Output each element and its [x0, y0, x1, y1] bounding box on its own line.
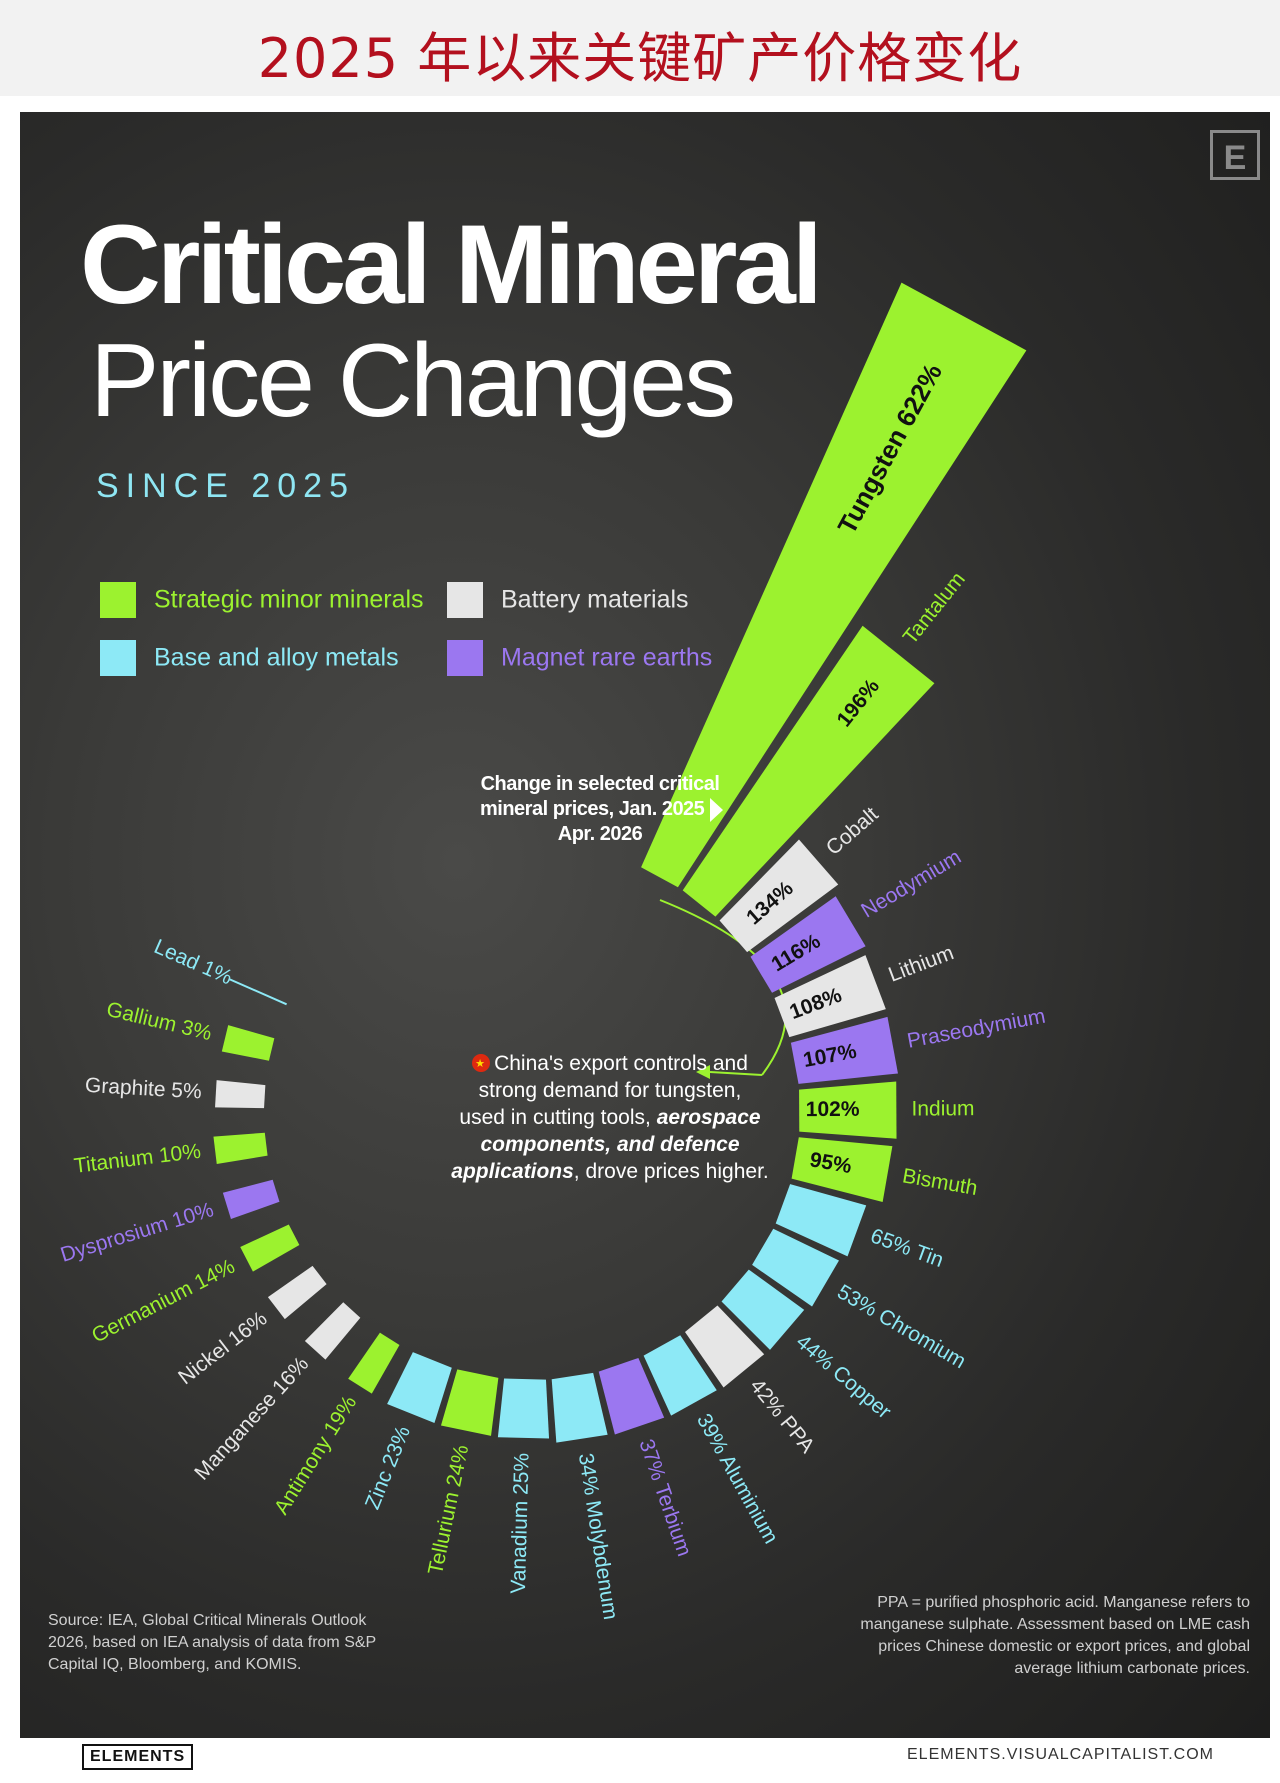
annotation-guide-line — [709, 1071, 763, 1076]
mineral-label: Graphite 5% — [84, 1074, 202, 1104]
china-annotation: China's export controls and strong deman… — [420, 1050, 800, 1185]
page-title-line2: Price Changes — [90, 323, 736, 439]
bar-lithium — [774, 955, 886, 1038]
mineral-label: 39% Aluminium — [692, 1410, 782, 1548]
top-banner: 2025 年以来关键矿产价格变化 — [0, 0, 1280, 96]
footer-bar — [20, 1738, 1270, 1778]
mineral-label: Antimony 19% — [270, 1392, 361, 1519]
page-title-line1: Critical Mineral — [80, 202, 823, 327]
bar-ppa — [684, 1305, 765, 1388]
elements-logo-icon: E — [1210, 130, 1260, 180]
legend-item-magnet: Magnet rare earths — [447, 640, 712, 676]
bar-antimony — [348, 1332, 400, 1394]
legend-label: Magnet rare earths — [501, 643, 713, 672]
bar-chromium — [752, 1228, 839, 1307]
mineral-label: Gallium 3% — [104, 998, 214, 1045]
legend-label: Base and alloy metals — [154, 643, 399, 672]
footnote: PPA = purified phosphoric acid. Manganes… — [860, 1594, 1250, 1677]
mineral-label: 42% PPA — [745, 1375, 819, 1458]
value-label: 102% — [806, 1098, 860, 1121]
bar-zinc — [387, 1352, 452, 1424]
legend-item-base: Base and alloy metals — [100, 640, 399, 676]
bar-gallium — [221, 1025, 275, 1061]
mineral-label: Lead 1% — [151, 935, 236, 989]
legend-swatch-strategic — [100, 582, 136, 618]
legend-label: Battery materials — [501, 585, 689, 614]
mineral-label: Neodymium — [857, 845, 965, 922]
mineral-label: Tellurium 24% — [424, 1443, 473, 1577]
bar-lead — [229, 978, 288, 1006]
bar-aluminium — [643, 1335, 717, 1416]
source-note: Source: IEA, Global Critical Minerals Ou… — [48, 1612, 376, 1673]
mineral-label: Germanium 14% — [88, 1255, 239, 1348]
bar-vanadium — [497, 1378, 550, 1439]
annotation-emphasis: components, and defence — [480, 1133, 740, 1156]
mineral-label: 44% Copper — [792, 1330, 896, 1423]
china-flag-icon — [472, 1051, 491, 1078]
legend-swatch-base — [100, 640, 136, 676]
bar-indium — [799, 1081, 897, 1139]
mineral-label: Praseodymium — [905, 1005, 1047, 1053]
mineral-label: Vanadium 25% — [507, 1453, 534, 1594]
bar-copper — [721, 1269, 805, 1350]
mineral-label: Cobalt — [822, 803, 883, 860]
mineral-label: Bismuth — [901, 1164, 980, 1200]
bar-germanium — [240, 1224, 300, 1272]
bar-praseodymium — [790, 1016, 898, 1084]
mineral-label: Lithium — [885, 941, 956, 986]
bar-dysprosium — [222, 1179, 280, 1220]
chart-note: Change in selected critical mineral pric… — [480, 773, 721, 845]
bar-tungsten — [641, 282, 1027, 888]
legend-item-battery: Battery materials — [447, 582, 689, 618]
mineral-label: Titanium 10% — [73, 1140, 202, 1178]
page-subtitle: SINCE 2025 — [96, 467, 355, 505]
annotation-arrowhead — [696, 1065, 710, 1079]
bar-terbium — [598, 1357, 665, 1435]
elements-brand-logo: ELEMENTS — [82, 1744, 194, 1770]
annotation-line: , drove prices higher. — [573, 1160, 769, 1183]
annotation-emphasis: applications — [451, 1160, 574, 1183]
bar-bismuth — [791, 1137, 893, 1202]
annotation-line: China's export controls and — [494, 1052, 748, 1075]
annotation-line: strong demand for tungsten, — [478, 1079, 742, 1102]
mineral-label: Nickel 16% — [174, 1307, 271, 1389]
mineral-label: 65% Tin — [867, 1224, 946, 1272]
mineral-label: Indium — [911, 1097, 974, 1120]
mineral-label: Tantalum — [899, 568, 970, 649]
bar-molybdenum — [551, 1372, 608, 1443]
bar-titanium — [213, 1132, 268, 1165]
mineral-label: 34% Molybdenum — [574, 1452, 622, 1622]
legend-label: Strategic minor minerals — [154, 585, 424, 614]
annotation-emphasis: aerospace — [656, 1106, 761, 1129]
legend-swatch-magnet — [447, 640, 483, 676]
annotation-line: used in cutting tools, — [459, 1106, 657, 1129]
banner-title: 2025 年以来关键矿产价格变化 — [257, 27, 1023, 90]
bar-tin — [775, 1184, 867, 1257]
legend-swatch-battery — [447, 582, 483, 618]
bar-neodymium — [750, 896, 866, 993]
bar-tellurium — [440, 1369, 499, 1436]
mineral-label: Dysprosium 10% — [58, 1198, 216, 1267]
brand-url: ELEMENTS.VISUALCAPITALIST.COM — [907, 1746, 1214, 1763]
play-arrow-icon — [710, 798, 723, 822]
bar-manganese — [304, 1302, 361, 1360]
infographic-panel: E Critical Mineral Price Changes SINCE 2… — [20, 112, 1270, 1778]
bar-nickel — [267, 1265, 327, 1320]
bar-cobalt — [719, 839, 839, 953]
legend-item-strategic: Strategic minor minerals — [100, 582, 424, 618]
bar-graphite — [215, 1080, 266, 1109]
mineral-label: Zinc 23% — [361, 1423, 415, 1513]
mineral-label: 37% Terbium — [634, 1436, 695, 1559]
bar-tantalum — [682, 625, 935, 917]
mineral-label: 53% Chromium — [833, 1280, 970, 1373]
